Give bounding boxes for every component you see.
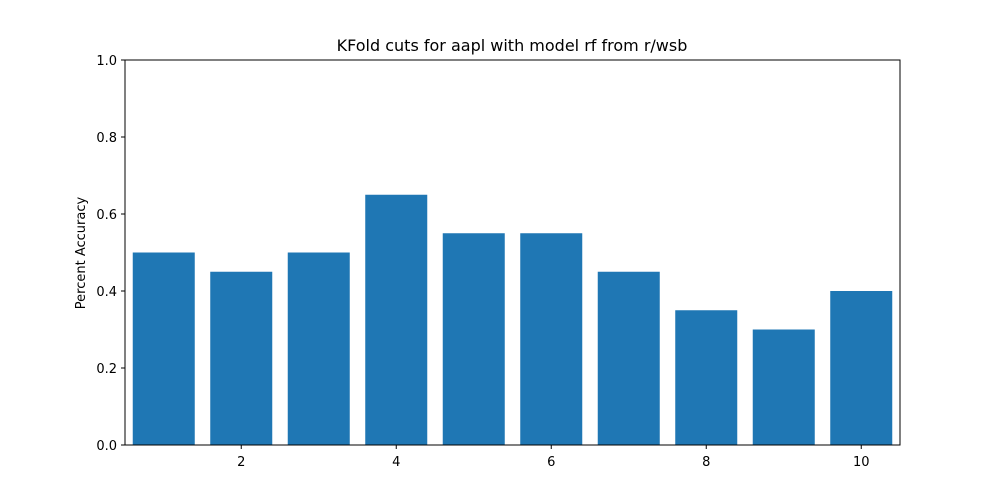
x-tick-label: 6 xyxy=(547,455,555,470)
y-tick-label: 0.8 xyxy=(96,131,117,146)
x-tick-label: 10 xyxy=(853,455,870,470)
x-tick-label: 8 xyxy=(702,455,710,470)
bars-group xyxy=(132,194,893,445)
y-tick-label: 0.2 xyxy=(96,362,117,377)
y-tick-label: 0.0 xyxy=(96,439,117,454)
x-ticks-group: 2 4 6 8 10 xyxy=(237,445,870,470)
bar-1 xyxy=(132,252,195,445)
bar-8 xyxy=(675,310,738,445)
y-axis-label: Percent Accuracy xyxy=(74,196,89,309)
x-tick-label: 4 xyxy=(392,455,400,470)
x-tick-label: 2 xyxy=(237,455,245,470)
bar-3 xyxy=(287,252,350,445)
y-tick-label: 1.0 xyxy=(96,54,117,69)
bar-7 xyxy=(597,271,660,445)
bar-5 xyxy=(442,233,505,445)
bar-10 xyxy=(830,291,893,445)
y-tick-label: 0.4 xyxy=(96,285,117,300)
plot-frame xyxy=(124,59,901,446)
y-tick-label: 0.6 xyxy=(96,208,117,223)
chart-title: KFold cuts for aapl with model rf from r… xyxy=(337,36,688,55)
y-ticks-group: 0.0 0.2 0.4 0.6 0.8 1.0 xyxy=(96,54,125,454)
bar-4 xyxy=(365,194,428,445)
bar-2 xyxy=(210,271,273,445)
bar-6 xyxy=(520,233,583,445)
bar-9 xyxy=(752,329,815,445)
